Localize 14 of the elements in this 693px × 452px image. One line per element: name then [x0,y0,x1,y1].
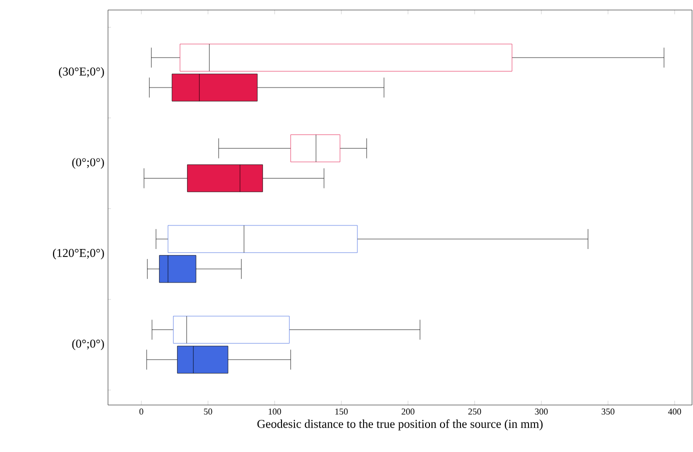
x-tick-label: 350 [602,408,614,415]
x-tick-label: 300 [535,408,548,415]
x-tick-label: 0 [139,408,144,415]
x-tick-label: 400 [668,408,682,415]
x-tick-label: 100 [268,408,282,415]
x-tick-label: 50 [204,408,212,415]
y-tick-label: (30°E;0°) [58,67,104,78]
x-axis-title: Geodesic distance to the true position of the source (in mm) [257,419,543,430]
x-tick-label: 150 [335,408,348,415]
x-tick-label: 200 [402,408,414,415]
x-tick-label: 250 [468,408,482,415]
y-tick-label: (0°;0°) [72,339,104,350]
y-tick-label: (0°;0°) [72,158,104,169]
y-tick-label: (120°E;0°) [52,248,104,260]
